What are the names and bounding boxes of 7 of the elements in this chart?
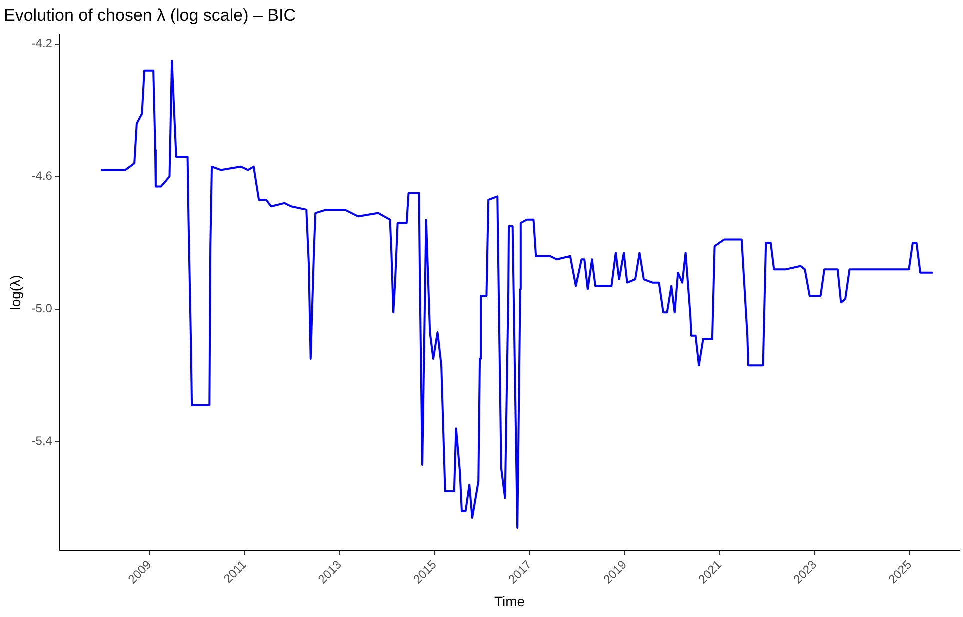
y-tick-label: -4.6 — [32, 169, 53, 184]
y-axis-title: log(λ) — [7, 275, 24, 310]
y-tick-label: -4.2 — [32, 36, 53, 51]
chart-title: Evolution of chosen λ (log scale) – BIC — [4, 6, 296, 25]
x-axis-title: Time — [494, 593, 526, 610]
y-tick-label: -5.0 — [32, 302, 53, 316]
y-tick-label: -5.4 — [32, 434, 53, 448]
